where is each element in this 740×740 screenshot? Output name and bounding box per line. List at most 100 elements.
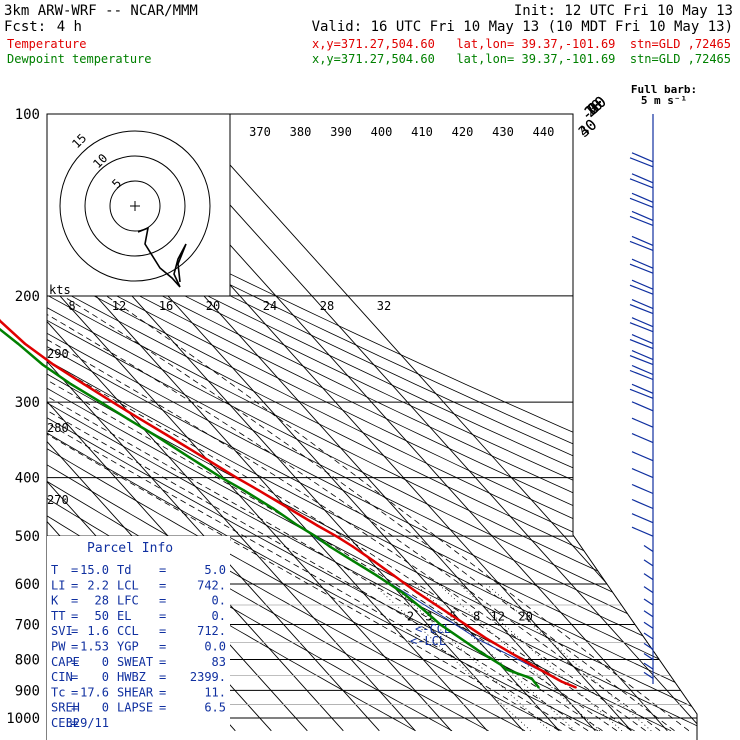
hodograph-ring-10 — [84, 155, 186, 257]
dry-adiabat-470 — [47, 114, 697, 732]
parcel-cell-0-5: 5.0 — [204, 563, 226, 577]
mixing-ratio-5 — [414, 583, 576, 732]
parcel-cell-4-4: = — [159, 624, 166, 638]
parcel-cell-0-0: T — [51, 563, 58, 577]
mixing-ratio-3 — [391, 583, 551, 732]
parcel-info-box — [47, 536, 230, 740]
wind-barb-165 — [629, 235, 654, 251]
parcel-cell-6-5: 83 — [212, 655, 226, 669]
parcel-cell-5-1: = — [71, 640, 78, 654]
series-1-point-7 — [401, 591, 404, 594]
parcel-cell-6-3: SWEAT — [117, 655, 153, 669]
series-1-point-5 — [439, 623, 442, 626]
parcel-cell-6-0: CAPE — [51, 655, 80, 669]
hodograph-trace — [137, 226, 187, 288]
model-title: 3km ARW-WRF -- NCAR/MMM — [4, 3, 198, 19]
dry-adiabat-460 — [47, 114, 697, 732]
series-1-point-4 — [480, 651, 483, 654]
isotherm--30 — [47, 114, 452, 732]
parcel-cell-4-1: = — [71, 624, 78, 638]
full-barb-value: 5 m s⁻¹ — [641, 94, 687, 107]
mixing-ratio-low-20: 20 — [518, 609, 532, 623]
parcel-cell-2-1: = — [71, 594, 78, 608]
isotherm--50 — [47, 114, 380, 732]
series-1-point-14 — [242, 489, 246, 492]
series-1-point-0 — [537, 686, 540, 689]
wind-barb-560 — [643, 559, 654, 567]
series-0-point-7 — [440, 607, 444, 611]
dry-adiabat-340 — [47, 114, 697, 732]
series-1-point-20 — [69, 382, 73, 386]
parcel-cell-0-2: 15.0 — [80, 563, 109, 577]
theta-e-label-420: 420 — [452, 125, 474, 139]
temperature-station-info: x,y=371.27,504.60 lat,lon= 39.37,-101.69… — [312, 37, 731, 51]
parcel-info-table: T = 15.0 Td = 5.0LI = 2.2 LCL = 742.K = 28 LFC = 0.TT = 5… — [51, 563, 226, 730]
parcel-cell-5-3: YGP — [117, 640, 139, 654]
wind-barb-860 — [643, 671, 654, 679]
parcel-cell-5-2: 1.53 — [80, 640, 109, 654]
wind-barb-225 — [629, 317, 654, 333]
mixing-ratio-low-12: 12 — [491, 609, 505, 623]
parcel-cell-4-0: SVI — [51, 624, 73, 638]
isobar-lines — [47, 295, 697, 719]
series-0-point-8 — [416, 591, 419, 594]
parcel-cell-1-2: 2.2 — [87, 578, 109, 592]
dry-adiabat-350 — [47, 114, 697, 732]
dry-adiabat-320 — [47, 114, 697, 732]
parcel-cell-1-3: LCL — [117, 578, 139, 592]
dry-adiabat-370 — [47, 114, 697, 732]
mixing-ratio-low-8: 8 — [473, 609, 480, 623]
parcel-cell-4-5: 712. — [197, 624, 226, 638]
mixing-ratio-top-8: 8 — [68, 299, 75, 313]
wind-barb-270 — [629, 364, 654, 381]
series-1-point-10 — [328, 545, 331, 548]
series-0-point-22 — [52, 363, 55, 366]
series-0-point-21 — [82, 382, 86, 386]
series-1-point-13 — [272, 507, 275, 510]
full-barb-label: Full barb: — [631, 83, 697, 96]
series-0-point-18 — [165, 433, 168, 437]
parcel-cell-10-1: = — [71, 716, 78, 730]
theta-e-label-410: 410 — [411, 125, 433, 139]
lcl-marker: <-LCL — [410, 634, 446, 648]
wind-barb-310 — [631, 401, 654, 412]
theta-e-label-440: 440 — [533, 125, 555, 139]
series-0-point-10 — [372, 560, 376, 563]
parcel-cell-2-5: 0. — [212, 594, 226, 608]
dry-adiabat-260 — [47, 114, 526, 732]
series-0-point-17 — [202, 456, 205, 459]
series-1-point-6 — [421, 607, 424, 611]
valid-time: Valid: 16 UTC Fri 10 May 13 (10 MDT Fri … — [312, 19, 733, 35]
pressure-label-900: 900 — [15, 683, 40, 699]
wind-barb-475 — [631, 513, 654, 524]
parcel-cell-10-0: CELL — [51, 716, 80, 730]
series-0-point-4 — [509, 651, 512, 654]
hodograph-units: kts — [49, 283, 71, 297]
parcel-cell-10-2: 329/11 — [66, 716, 109, 730]
series-1-point-16 — [188, 456, 191, 459]
pressure-label-300: 300 — [15, 395, 40, 411]
parcel-cell-4-2: 1.6 — [87, 624, 109, 638]
series-0-point-0 — [574, 686, 577, 689]
parcel-info-title: Parcel Info — [87, 541, 173, 556]
theta-e-label-380: 380 — [290, 125, 312, 139]
wind-barb-770 — [643, 642, 654, 650]
parcel-cell-4-3: CCL — [117, 624, 139, 638]
parcel-cell-7-0: CIN — [51, 670, 73, 684]
parcel-cell-3-1: = — [71, 609, 78, 623]
parcel-cell-2-0: K — [51, 594, 59, 608]
series-0-point-11 — [351, 545, 354, 548]
pressure-label-800: 800 — [15, 652, 40, 668]
dry-adiabat-450 — [47, 114, 697, 732]
parcel-cell-2-2: 28 — [95, 594, 109, 608]
dry-adiabat-420 — [47, 114, 697, 732]
forecast-hours: 4 h — [57, 19, 82, 35]
parcel-cell-8-1: = — [71, 685, 78, 699]
parcel-cell-8-0: Tc — [51, 685, 65, 699]
wind-barb-590 — [643, 573, 654, 581]
parcel-cell-1-4: = — [159, 578, 166, 592]
wind-barb-350 — [631, 433, 654, 444]
isotherm-40 — [147, 114, 697, 732]
theta-e-label-430: 430 — [492, 125, 514, 139]
series-1-point-22 — [16, 342, 20, 345]
